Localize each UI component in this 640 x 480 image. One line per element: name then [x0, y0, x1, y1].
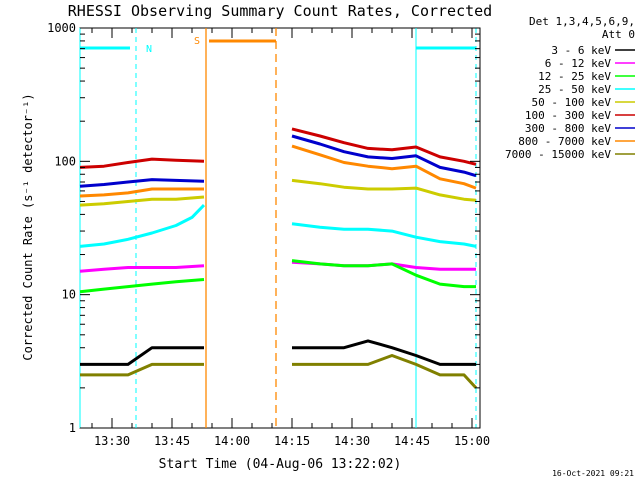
- legend-label: 100 - 300 keV: [525, 109, 611, 122]
- series-line-0-0: [80, 346, 204, 366]
- legend-header-line2: Att 0: [602, 28, 635, 41]
- series-line-8-0: [80, 362, 204, 377]
- x-tick-label: 14:15: [274, 434, 310, 448]
- x-tick-label: 14:45: [394, 434, 430, 448]
- legend-label: 800 - 7000 keV: [518, 135, 611, 148]
- axes: 1 10 100 1000 13:30 13:45 14:00 14:15 14:30 14:45…: [47, 21, 490, 448]
- y-axis-title: Corrected Count Rate (s⁻¹ detector⁻¹): [21, 93, 35, 360]
- series-line-5-0: [79, 157, 205, 169]
- y-tick-label: 100: [54, 154, 76, 168]
- band-label-n: N: [146, 44, 152, 55]
- x-tick-label: 13:45: [154, 434, 190, 448]
- legend-label: 50 - 100 keV: [532, 96, 612, 109]
- series-line-2-0: [79, 278, 205, 294]
- data-series: [79, 127, 478, 389]
- legend-label: 3 - 6 keV: [551, 44, 611, 57]
- y-tick-label: 10: [62, 288, 76, 302]
- series-line-4-0: [79, 195, 205, 207]
- chart-title: RHESSI Observing Summary Count Rates, Co…: [68, 2, 492, 20]
- series-line-4-1: [291, 178, 477, 202]
- series-line-7-1: [291, 144, 477, 190]
- x-tick-label: 15:00: [454, 434, 490, 448]
- legend-label: 7000 - 15000 keV: [505, 148, 611, 161]
- legend-label: 25 - 50 keV: [538, 83, 611, 96]
- series-line-6-0: [79, 178, 205, 188]
- legend-label: 12 - 25 keV: [538, 70, 611, 83]
- plot-frame: [79, 27, 481, 429]
- plot-border: [79, 27, 481, 429]
- footer-timestamp: 16-Oct-2021 09:21: [552, 469, 634, 478]
- series-line-7-0: [79, 187, 204, 198]
- y-tick-label: 1: [69, 421, 76, 435]
- y-tick-label: 1000: [47, 21, 76, 35]
- series-line-3-0: [79, 204, 206, 248]
- series-line-2-1: [291, 259, 476, 289]
- legend-label: 300 - 800 keV: [525, 122, 611, 135]
- orbit-bands: NS: [79, 28, 477, 428]
- series-line-3-1: [291, 222, 477, 248]
- band-label-s: S: [194, 36, 200, 47]
- series-line-8-1: [292, 354, 478, 389]
- series-line-1-0: [79, 264, 205, 273]
- series-line-0-1: [292, 339, 476, 366]
- x-tick-label: 14:30: [334, 434, 370, 448]
- x-axis-title: Start Time (04-Aug-06 13:22:02): [159, 457, 402, 472]
- x-tick-label: 14:00: [214, 434, 250, 448]
- x-tick-label: 13:30: [94, 434, 130, 448]
- series-line-5-1: [291, 127, 477, 166]
- legend-header-line1: Det 1,3,4,5,6,9,: [529, 15, 635, 28]
- legend-label: 6 - 12 keV: [545, 57, 612, 70]
- series-line-6-1: [291, 134, 477, 178]
